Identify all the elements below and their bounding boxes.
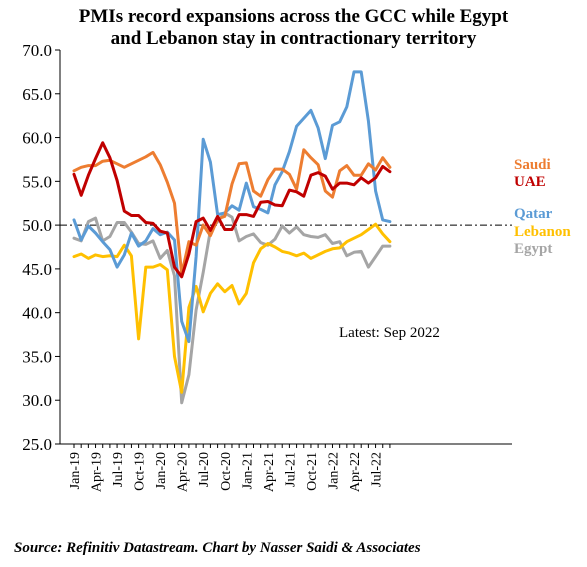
x-tick-label: Apr-21 xyxy=(262,452,277,492)
series-line-saudi xyxy=(72,148,392,276)
series-label-lebanon: Lebanon xyxy=(514,224,571,240)
series-line-egypt xyxy=(72,211,392,405)
x-tick-label: Jan-21 xyxy=(240,452,255,489)
x-tick-label: Jul-19 xyxy=(111,452,126,487)
chart-title-line2: and Lebanon stay in contractionary terri… xyxy=(110,28,477,49)
y-tick-label: 60.0 xyxy=(22,129,52,148)
series-label-uae: UAE xyxy=(514,174,546,190)
series-label-qatar: Qatar xyxy=(514,206,553,222)
x-tick-label: Apr-22 xyxy=(348,452,363,492)
y-tick-label: 35.0 xyxy=(22,347,52,366)
x-tick-label: Jul-22 xyxy=(370,452,385,487)
x-tick-label: Oct-21 xyxy=(305,452,320,491)
y-tick-label: 45.0 xyxy=(22,260,52,279)
x-tick-label: Jul-21 xyxy=(283,452,298,487)
x-tick-label: Oct-19 xyxy=(133,452,148,491)
x-tick-label: Apr-20 xyxy=(176,452,191,492)
y-tick-label: 55.0 xyxy=(22,172,52,191)
y-tick-label: 70.0 xyxy=(22,41,52,60)
x-tick-label: Jul-20 xyxy=(197,452,212,487)
chart-title-line1: PMIs record expansions across the GCC wh… xyxy=(78,6,509,27)
y-tick-label: 25.0 xyxy=(22,435,52,454)
x-tick-label: Apr-19 xyxy=(90,452,105,492)
x-tick-label: Jan-20 xyxy=(154,452,169,489)
latest-annotation: Latest: Sep 2022 xyxy=(339,325,440,341)
chart-title: PMIs record expansions across the GCC wh… xyxy=(0,6,587,50)
y-tick-label: 30.0 xyxy=(22,391,52,410)
x-tick-label: Jan-19 xyxy=(68,452,83,489)
series-line-uae xyxy=(72,141,392,279)
source-note: Source: Refinitiv Datastream. Chart by N… xyxy=(14,540,421,556)
y-tick-label: 40.0 xyxy=(22,304,52,323)
series-line-qatar xyxy=(72,70,392,344)
x-tick-label: Jan-22 xyxy=(326,452,341,489)
y-tick-label: 50.0 xyxy=(22,216,52,235)
series-label-egypt: Egypt xyxy=(514,241,552,257)
x-tick-label: Oct-20 xyxy=(219,452,234,491)
y-tick-label: 65.0 xyxy=(22,85,52,104)
series-label-saudi: Saudi xyxy=(514,157,551,173)
